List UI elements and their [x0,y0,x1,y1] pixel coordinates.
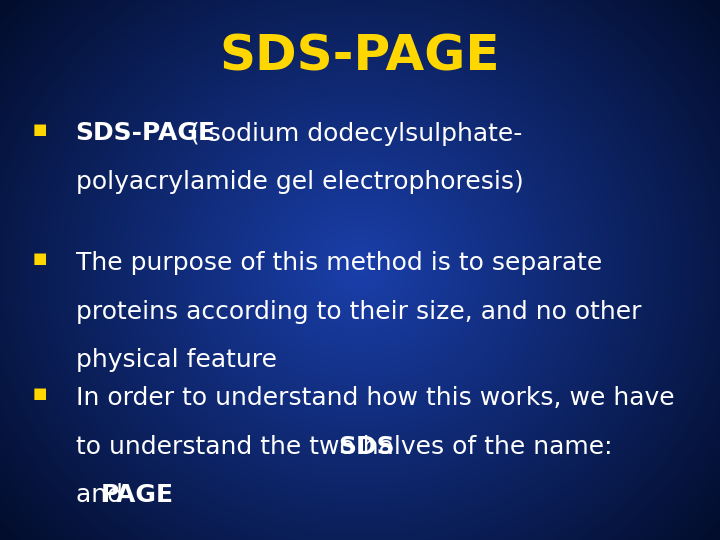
Text: ■: ■ [32,386,47,401]
Text: SDS-PAGE: SDS-PAGE [76,122,215,145]
Text: proteins according to their size, and no other: proteins according to their size, and no… [76,300,641,323]
Text: PAGE: PAGE [101,483,174,507]
Text: SDS: SDS [338,435,395,458]
Text: to understand the two halves of the name:: to understand the two halves of the name… [76,435,620,458]
Text: polyacrylamide gel electrophoresis): polyacrylamide gel electrophoresis) [76,170,523,194]
Text: In order to understand how this works, we have: In order to understand how this works, w… [76,386,674,410]
Text: ■: ■ [32,122,47,137]
Text: ■: ■ [32,251,47,266]
Text: and: and [76,483,130,507]
Text: physical feature: physical feature [76,348,276,372]
Text: SDS-PAGE: SDS-PAGE [220,33,500,80]
Text: ( sodium dodecylsulphate-: ( sodium dodecylsulphate- [182,122,523,145]
Text: The purpose of this method is to separate: The purpose of this method is to separat… [76,251,602,275]
